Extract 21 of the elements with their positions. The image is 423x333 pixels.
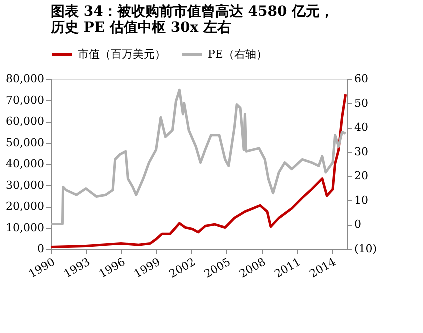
y2-tick-label: 30 [354, 145, 368, 158]
y-tick-label: 30,000 [6, 178, 44, 192]
y-tick-label: 0 [38, 242, 44, 256]
y-tick-label: 40,000 [6, 158, 44, 170]
y-tick-label: 70,000 [6, 94, 44, 107]
y2-tick-label: 40 [354, 121, 368, 134]
y2-tick-label: 10 [354, 194, 368, 207]
y-tick-label: 80,000 [6, 72, 44, 86]
y2-tick-label: 50 [354, 96, 368, 110]
y2-tick-label: 0 [354, 218, 362, 232]
y-tick-label: 60,000 [6, 115, 44, 128]
y2-tick-label: 60 [354, 72, 368, 86]
legend-label: PE（右轴） [208, 48, 268, 61]
chart-title: 图表 34：被收购前市值曾高达 4580 亿元，历史 PE 估值中枢 30x 左右 [50, 3, 334, 36]
y2-tick-label: 20 [354, 170, 368, 183]
y-tick-label: 20,000 [6, 200, 44, 213]
y2-tick-label: (10) [354, 242, 378, 256]
line-series [50, 88, 348, 226]
y-tick-label: 50,000 [6, 136, 44, 150]
y-tick-label: 10,000 [6, 221, 44, 234]
legend-label: 市值（百万美元） [78, 48, 166, 61]
